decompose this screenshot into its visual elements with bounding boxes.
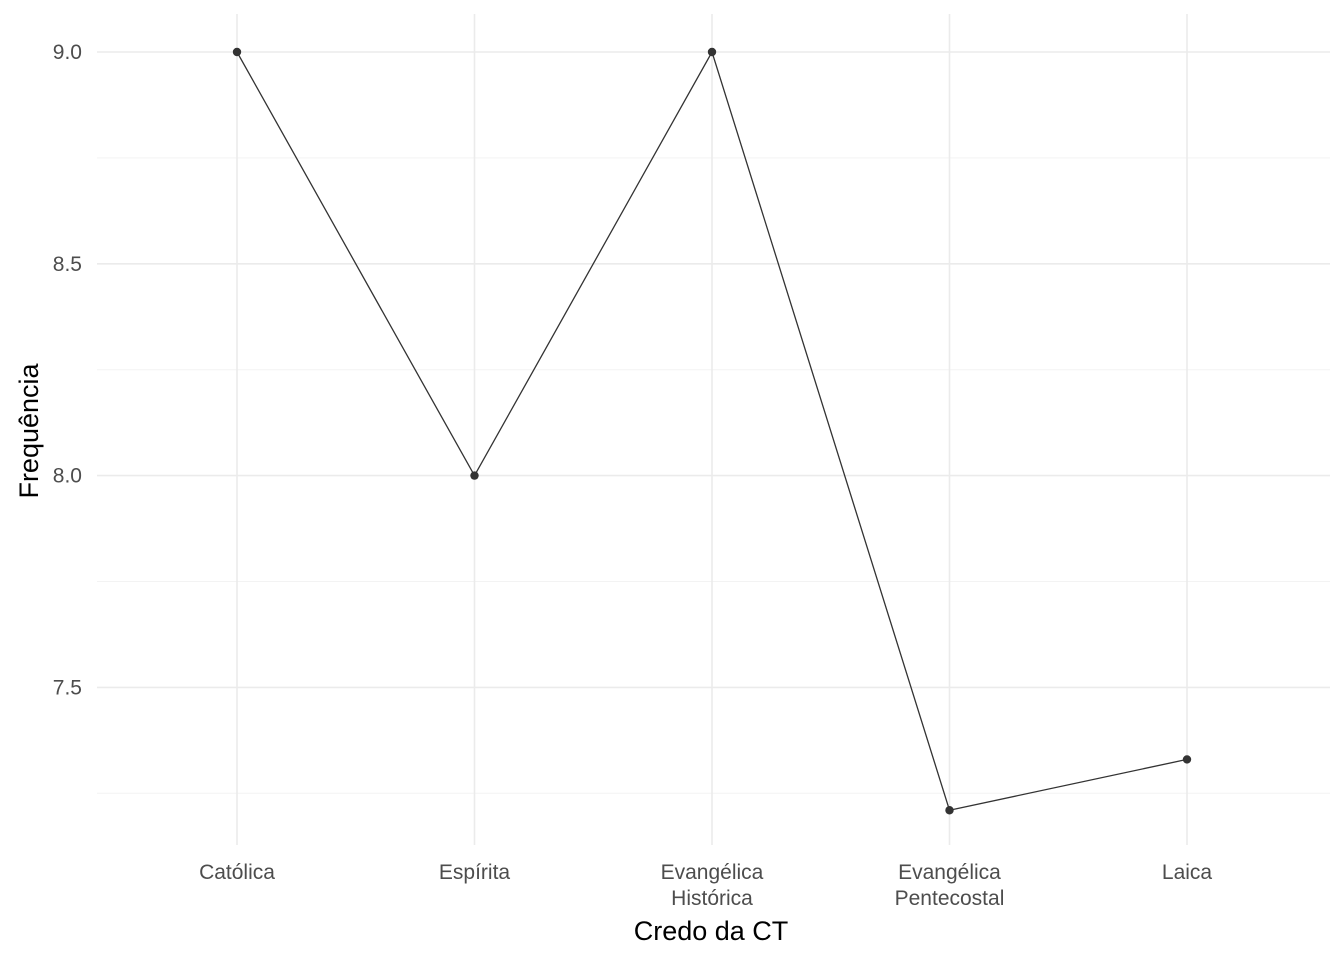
grid [97, 14, 1330, 845]
y-axis-ticks: 7.5 8.0 8.5 9.0 [53, 41, 82, 699]
x-tick-label: Espírita [439, 861, 511, 884]
x-tick-label: Evangélica Histórica [661, 861, 764, 910]
data-point [945, 806, 954, 815]
x-tick-label: Católica [199, 861, 275, 884]
x-axis-ticks: Católica Espírita Evangélica Histórica Evang… [199, 861, 1212, 910]
data-point [470, 471, 479, 480]
x-tick-label: Evangélica Pentecostal [895, 861, 1005, 910]
y-tick-label: 8.5 [53, 253, 82, 276]
data-point [1182, 755, 1192, 764]
y-tick-label: 8.0 [53, 465, 82, 488]
y-tick-label: 9.0 [53, 41, 82, 64]
series-points [232, 47, 1192, 815]
data-point [232, 47, 242, 57]
y-axis-title: Frequência [14, 362, 44, 498]
data-point [707, 47, 717, 57]
x-axis-title: Credo da CT [634, 916, 789, 946]
x-tick-label: Laica [1162, 861, 1213, 884]
y-tick-label: 7.5 [53, 676, 82, 699]
